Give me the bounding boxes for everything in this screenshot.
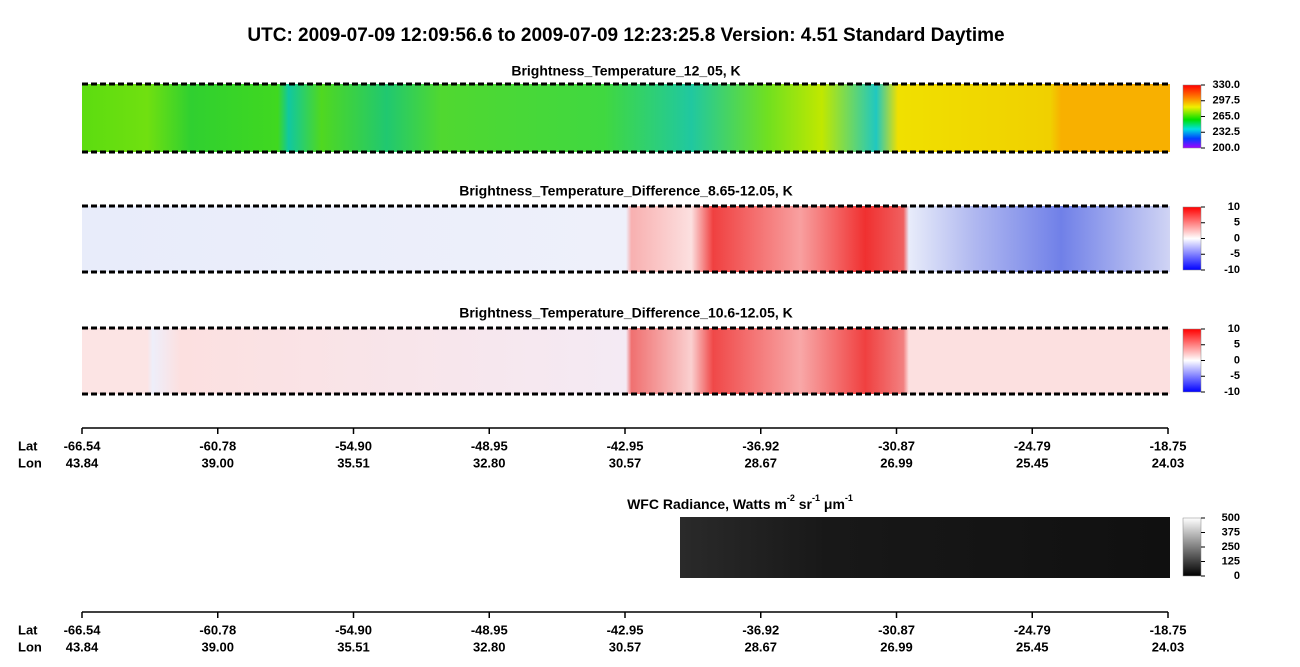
lon-tick-label: 24.03 <box>1152 639 1185 654</box>
lat-tick-label: -48.95 <box>471 438 508 453</box>
lon-tick-label: 35.51 <box>337 455 370 470</box>
colorbar <box>1182 328 1202 393</box>
colorbar <box>1182 84 1202 149</box>
lat-label: Lat <box>18 438 38 453</box>
lat-tick-label: -18.75 <box>1150 438 1187 453</box>
colorbar-tick-label: -5 <box>1230 248 1240 260</box>
panel-title: Brightness_Temperature_12_05, K <box>511 63 740 79</box>
title-part: -1 <box>812 493 820 503</box>
lon-tick-label: 43.84 <box>66 455 99 470</box>
lat-tick-label: -48.95 <box>471 622 508 637</box>
colorbar-tick-label: -5 <box>1230 370 1240 382</box>
lat-tick-label: -24.79 <box>1014 438 1051 453</box>
page-title: UTC: 2009-07-09 12:09:56.6 to 2009-07-09… <box>247 25 1004 46</box>
lon-tick-label: 24.03 <box>1152 455 1185 470</box>
title-part: sr <box>795 496 813 512</box>
lat-tick-label: -36.92 <box>742 438 779 453</box>
colorbar <box>1182 517 1202 577</box>
colorbar-tick-label: 5 <box>1234 217 1240 229</box>
colorbar-tick-label: 330.0 <box>1212 79 1240 91</box>
lat-tick-label: -42.95 <box>607 438 644 453</box>
swath-image <box>82 206 1170 272</box>
lat-tick-label: -24.79 <box>1014 622 1051 637</box>
colorbar-tick-label: 10 <box>1228 323 1240 335</box>
title-part: -2 <box>787 493 795 503</box>
panels: Brightness_Temperature_12_05, K 330.0 297.… <box>18 63 1240 655</box>
lon-tick-label: 39.00 <box>201 639 234 654</box>
lon-tick-label: 26.99 <box>880 639 913 654</box>
lat-tick-label: -66.54 <box>64 438 102 453</box>
colorbar-tick-label: 125 <box>1222 555 1240 567</box>
colorbar-tick-label: -10 <box>1224 386 1240 398</box>
lon-tick-label: 26.99 <box>880 455 913 470</box>
colorbar-tick-label: 0 <box>1234 232 1240 244</box>
colorbar-tick-label: 10 <box>1228 201 1240 213</box>
swath-image <box>680 517 1170 578</box>
lat-tick-label: -36.92 <box>742 622 779 637</box>
lon-label: Lon <box>18 455 42 470</box>
colorbar-tick-label: 265.0 <box>1212 110 1240 122</box>
title-part: WFC Radiance, Watts m <box>627 496 787 512</box>
colorbar-tick-label: 250 <box>1222 541 1240 553</box>
title-part: μm <box>820 496 845 512</box>
colorbar-tick-label: 200.0 <box>1212 142 1240 154</box>
lon-tick-label: 32.80 <box>473 639 506 654</box>
lat-tick-label: -60.78 <box>199 622 236 637</box>
lat-tick-label: -42.95 <box>607 622 644 637</box>
colorbar-tick-label: 5 <box>1234 339 1240 351</box>
lat-tick-label: -30.87 <box>878 622 915 637</box>
colorbar-tick-label: 0 <box>1234 570 1240 582</box>
lat-tick-label: -30.87 <box>878 438 915 453</box>
panel-title: Brightness_Temperature_Difference_10.6-1… <box>459 305 793 321</box>
lon-tick-label: 28.67 <box>744 639 777 654</box>
colorbar-tick-label: 232.5 <box>1212 126 1240 138</box>
colorbar-tick-label: -10 <box>1224 264 1240 276</box>
colorbar <box>1182 206 1202 271</box>
panel-title: WFC Radiance, Watts m-2 sr-1 μm-1 <box>627 493 853 511</box>
lat-tick-label: -54.90 <box>335 438 372 453</box>
colorbar-tick-label: 500 <box>1222 512 1240 524</box>
swath-image <box>82 328 1170 394</box>
colorbar-tick-label: 0 <box>1234 354 1240 366</box>
lon-tick-label: 32.80 <box>473 455 506 470</box>
lon-tick-label: 30.57 <box>609 639 642 654</box>
lon-tick-label: 43.84 <box>66 639 99 654</box>
swath-image <box>82 84 1170 152</box>
title-part: -1 <box>845 493 853 503</box>
panel-title: Brightness_Temperature_Difference_8.65-1… <box>459 183 793 199</box>
lat-tick-label: -18.75 <box>1150 622 1187 637</box>
colorbar-tick-label: 297.5 <box>1212 95 1240 107</box>
lat-tick-label: -66.54 <box>64 622 102 637</box>
lon-tick-label: 25.45 <box>1016 639 1049 654</box>
lon-label: Lon <box>18 639 42 654</box>
lon-tick-label: 28.67 <box>744 455 777 470</box>
lon-tick-label: 39.00 <box>201 455 234 470</box>
lat-tick-label: -54.90 <box>335 622 372 637</box>
lon-tick-label: 30.57 <box>609 455 642 470</box>
lat-label: Lat <box>18 622 38 637</box>
colorbar-tick-label: 375 <box>1222 526 1240 538</box>
lon-tick-label: 25.45 <box>1016 455 1049 470</box>
lat-tick-label: -60.78 <box>199 438 236 453</box>
lon-tick-label: 35.51 <box>337 639 370 654</box>
